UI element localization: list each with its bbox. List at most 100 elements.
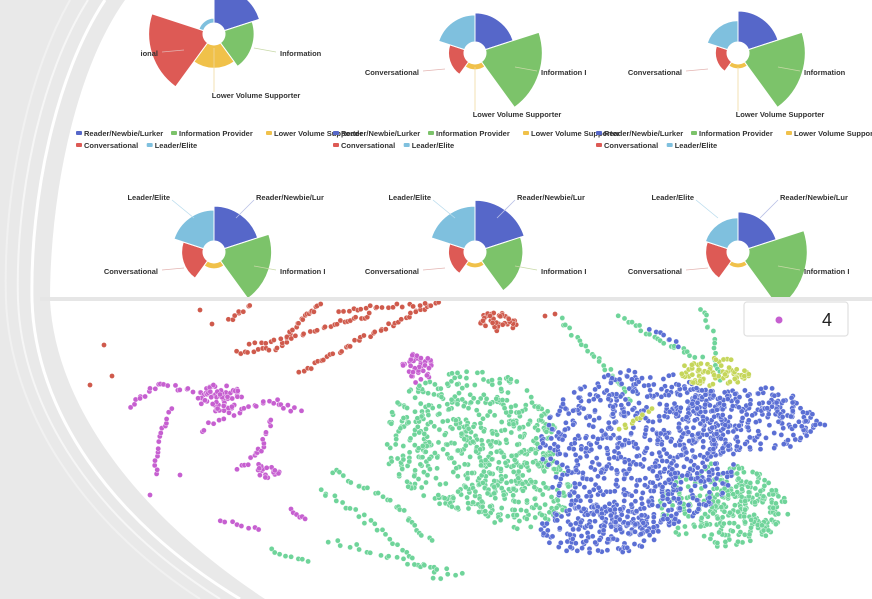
point-blue [571, 489, 578, 496]
point-green [515, 468, 522, 475]
point-green [714, 515, 721, 522]
point-green [721, 508, 728, 515]
point-blue [666, 372, 672, 379]
point-blue [629, 406, 636, 413]
point-blue [587, 441, 594, 448]
point-blue [570, 421, 577, 428]
point-blue [694, 405, 701, 412]
point-blue [604, 387, 610, 394]
point-blue [558, 476, 564, 482]
point-blue [613, 477, 620, 483]
point-green [406, 388, 413, 395]
point-green [356, 546, 362, 553]
point-green [660, 340, 667, 347]
point-blue [588, 464, 594, 471]
point-blue [589, 459, 596, 466]
point-green [722, 539, 729, 545]
point-blue [668, 460, 675, 467]
point-green [419, 443, 426, 449]
point-blue [645, 498, 652, 505]
rose-1-slice-reader-newbie-lurker [213, 0, 261, 32]
point-green [367, 550, 374, 556]
point-green [719, 514, 726, 521]
point-green [697, 306, 704, 313]
point-green [467, 391, 474, 398]
point-red [422, 300, 428, 307]
point-blue [689, 400, 696, 407]
point-blue [556, 450, 563, 457]
point-blue [546, 422, 552, 428]
point-green [508, 453, 515, 459]
point-blue [683, 449, 690, 456]
point-green [508, 376, 514, 383]
point-purple [210, 420, 217, 427]
point-green [698, 515, 705, 521]
point-blue [586, 489, 593, 495]
point-green [742, 498, 749, 504]
point-purple [220, 403, 227, 409]
point-blue [604, 547, 611, 554]
point-green [414, 423, 421, 430]
point-green [534, 441, 541, 447]
legend-item-label: Leader/Elite [412, 141, 455, 150]
rose-2-slice-information-provider [480, 31, 543, 109]
point-green [347, 544, 353, 551]
point-purple [195, 395, 201, 402]
point-purple [176, 387, 183, 393]
point-red [378, 327, 384, 334]
point-blue [790, 432, 797, 438]
point-blue [725, 396, 731, 402]
point-blue [584, 511, 591, 518]
point-green [761, 477, 768, 484]
point-green [416, 429, 423, 436]
point-blue [579, 545, 585, 551]
point-green [465, 425, 472, 432]
point-blue [651, 488, 657, 494]
point-green [337, 542, 344, 549]
point-blue [675, 343, 682, 350]
point-red [382, 326, 389, 333]
point-blue [553, 511, 560, 518]
point-red [367, 302, 374, 309]
point-green [446, 406, 452, 413]
point-green [508, 404, 514, 410]
point-green [425, 412, 432, 418]
point-green [465, 505, 472, 512]
point-blue [628, 475, 635, 482]
cluster-purple-4 [127, 351, 435, 533]
point-blue [556, 408, 563, 414]
point-green [686, 352, 693, 359]
point-green [332, 492, 338, 499]
point-blue [586, 413, 593, 420]
rose-5-slice-information-provider [480, 236, 524, 292]
point-green [519, 472, 526, 479]
point-blue [771, 392, 778, 399]
rose-4-slice-information-provider [219, 233, 273, 298]
point-green [510, 486, 517, 492]
point-blue [625, 520, 631, 527]
point-green [491, 519, 498, 526]
label-lower-volume-supporter: Lower Volume Supporter [473, 110, 562, 119]
point-blue [743, 411, 750, 418]
point-yellow [741, 373, 748, 379]
point-purple [207, 388, 214, 395]
point-yellow [718, 362, 725, 369]
point-blue [703, 502, 709, 509]
point-green [443, 565, 450, 572]
point-blue [591, 396, 597, 403]
point-blue [599, 514, 605, 521]
point-green [629, 319, 635, 325]
point-green [352, 506, 359, 513]
point-green [532, 496, 538, 502]
point-blue [650, 479, 656, 486]
point-purple [177, 472, 183, 478]
point-blue [546, 414, 553, 421]
point-green [356, 483, 362, 490]
point-green [448, 503, 455, 510]
point-green [461, 461, 468, 468]
point-green [375, 490, 381, 496]
rose-4-slice-leader-elite [173, 209, 215, 250]
rose-3-slice-information-provider [743, 31, 806, 109]
point-blue [780, 425, 787, 431]
point-blue [686, 438, 692, 444]
